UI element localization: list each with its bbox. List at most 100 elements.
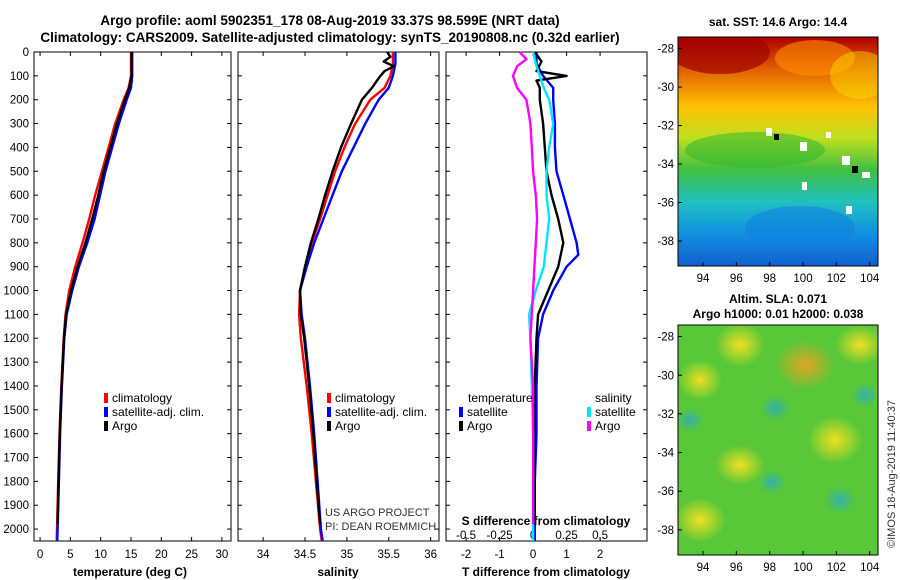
depth-tick-label: 0 (23, 47, 29, 59)
s-diff-tick-label: 0.25 (555, 530, 577, 542)
legend-swatch-satellite (327, 407, 331, 417)
sst-map-axes: 94 96 98 100 102 104 -28 -30 -32 -34 -36 -38 (657, 44, 879, 285)
x-tick-label: 20 (155, 549, 168, 561)
cool-region (745, 206, 855, 250)
map-y-tick-label: -32 (657, 121, 674, 133)
map-x-tick-label: 96 (730, 562, 743, 574)
series-line-t-argo (533, 51, 568, 525)
x-tick-label: 10 (94, 549, 107, 561)
high-sla-spot (678, 498, 726, 542)
depth-tick-label: 1600 (3, 429, 29, 441)
legend-swatch-climatology (104, 393, 108, 403)
s-diff-tick-label: 0.5 (592, 530, 608, 542)
legend-swatch-t-argo (459, 421, 463, 431)
x-tick-label: 35.5 (378, 549, 400, 561)
map-y-tick-label: -34 (657, 159, 674, 171)
legend-swatch-s-argo (587, 421, 591, 431)
altimetry-map-frame (677, 324, 879, 556)
map-x-tick-label: 104 (860, 273, 880, 285)
legend-t-satellite: satellite (467, 405, 508, 419)
depth-tick-label: 500 (10, 166, 29, 178)
difference-panel (445, 51, 648, 542)
cloud-mask (800, 142, 807, 151)
imos-credit: ©IMOS 18-Aug-2019 11:40:37 (886, 400, 898, 548)
high-sla-spot (835, 325, 878, 365)
x-tick-label: 30 (216, 549, 229, 561)
sst-map-title: sat. SST: 14.6 Argo: 14.4 (709, 15, 848, 29)
map-y-tick-label: -28 (657, 332, 674, 344)
cloud-mask (826, 132, 831, 138)
salinity-legend: climatology satellite-adj. clim. Argo (327, 391, 427, 433)
salinity-axis-label: salinity (317, 565, 359, 579)
legend-satellite-adj: satellite-adj. clim. (112, 405, 204, 419)
map-y-tick-label: -36 (657, 486, 674, 498)
legend-s-satellite: satellite (595, 405, 636, 419)
map-x-tick-label: 94 (697, 562, 710, 574)
x-tick-label: -1 (494, 549, 504, 561)
cloud-mask (852, 166, 858, 173)
x-tick-label: 36 (424, 549, 437, 561)
map-x-tick-label: 100 (793, 273, 812, 285)
low-sla-spot (824, 486, 856, 514)
salinity-plot: 34 34.5 35 35.5 36 (238, 51, 439, 561)
salinity-panel (237, 51, 440, 542)
figure-title-line2: Climatology: CARS2009. Satellite-adjuste… (40, 30, 619, 45)
depth-tick-label: 1900 (3, 500, 29, 512)
series-line-s-argo (511, 51, 539, 525)
map-y-tick-label: -28 (657, 44, 674, 56)
legend-satellite-adj: satellite-adj. clim. (335, 405, 427, 419)
project-credit: US ARGO PROJECT (325, 507, 430, 519)
series-line-climatology (55, 52, 133, 542)
warm-region (775, 40, 855, 76)
temperature-legend: climatology satellite-adj. clim. Argo (104, 391, 204, 433)
depth-tick-label: 1500 (3, 405, 29, 417)
map-x-tick-label: 98 (763, 562, 776, 574)
map-y-tick-label: -38 (657, 525, 674, 537)
x-tick-label: 1 (563, 549, 569, 561)
map-y-tick-label: -36 (657, 197, 674, 209)
high-sla-spot (807, 416, 863, 464)
difference-plot: -2 -1 0 1 2-0.5 -0.25 0 0.25 0.5 (446, 51, 647, 561)
figure-title-line1: Argo profile: aoml 5902351_178 08-Aug-20… (100, 13, 559, 28)
series-line-climatology (297, 52, 395, 542)
warm-region (678, 37, 770, 74)
cloud-mask (842, 156, 850, 165)
legend-swatch-t-satellite (459, 407, 463, 417)
legend-swatch-s-satellite (587, 407, 591, 417)
low-sla-spot (678, 408, 704, 432)
depth-tick-label: 800 (10, 238, 29, 250)
legend-argo: Argo (112, 419, 138, 433)
x-tick-label: 5 (67, 549, 73, 561)
map-x-tick-label: 96 (730, 273, 743, 285)
series-line-t-satellite (533, 52, 580, 541)
depth-tick-label: 300 (10, 119, 29, 131)
x-tick-label: 0 (530, 549, 536, 561)
map-x-tick-label: 102 (827, 273, 846, 285)
cloud-mask (774, 134, 779, 140)
cloud-mask (766, 128, 772, 136)
pi-credit: PI: DEAN ROEMMICH (325, 521, 436, 533)
map-y-tick-label: -38 (657, 236, 674, 248)
depth-tick-label: 1300 (3, 357, 29, 369)
map-x-tick-label: 94 (697, 273, 710, 285)
map-y-tick-label: -30 (657, 82, 674, 94)
altimetry-map-axes: 94 96 98 100 102 104 -28 -30 -32 -34 -36 -38 (657, 332, 879, 574)
sst-map-frame (677, 36, 879, 267)
series-line-argo (298, 51, 395, 525)
legend-swatch-satellite (104, 407, 108, 417)
high-sla-spot (715, 445, 765, 485)
difference-legend: temperature satellite Argo salinity sate… (459, 391, 636, 433)
legend-temperature-header: temperature (468, 391, 533, 405)
map-y-tick-label: -34 (657, 448, 674, 460)
high-sla-spot (715, 325, 765, 367)
legend-s-argo: Argo (595, 419, 621, 433)
depth-tick-label: 200 (10, 95, 29, 107)
depth-tick-label: 1100 (4, 309, 29, 321)
x-tick-label: 25 (185, 549, 198, 561)
series-line-argo (56, 52, 133, 525)
altimetry-map-image (678, 325, 878, 555)
depth-axis: 0 100 200 300 400 500 600 700 800 900 1000 1100 1200… (3, 47, 29, 536)
s-difference-axis-label: S difference from climatology (462, 514, 631, 528)
mild-region (830, 51, 878, 99)
